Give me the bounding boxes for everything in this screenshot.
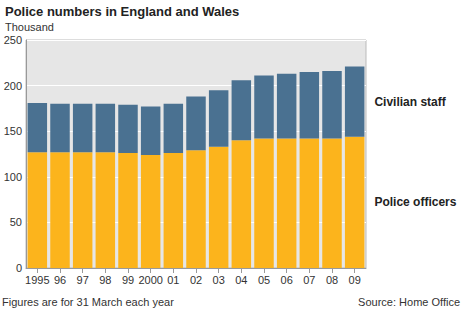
svg-text:05: 05 [258,274,270,286]
svg-text:96: 96 [54,274,66,286]
svg-text:01: 01 [167,274,179,286]
svg-text:Figures are for 31 March each: Figures are for 31 March each year [2,296,174,308]
svg-text:2000: 2000 [138,274,162,286]
svg-text:1995: 1995 [25,274,49,286]
svg-text:09: 09 [349,274,361,286]
svg-text:06: 06 [281,274,293,286]
svg-text:07: 07 [303,274,315,286]
svg-text:50: 50 [10,216,22,228]
svg-text:0: 0 [16,262,22,274]
svg-text:Civilian staff: Civilian staff [374,95,446,109]
svg-text:98: 98 [99,274,111,286]
svg-text:Thousand: Thousand [5,21,54,33]
svg-text:08: 08 [326,274,338,286]
svg-text:04: 04 [235,274,247,286]
svg-text:100: 100 [4,171,22,183]
svg-text:02: 02 [190,274,202,286]
svg-text:Police numbers in England and: Police numbers in England and Wales [5,4,239,19]
svg-text:Police officers: Police officers [374,195,456,209]
svg-text:150: 150 [4,125,22,137]
svg-text:Source: Home Office: Source: Home Office [358,296,460,308]
svg-text:03: 03 [213,274,225,286]
svg-text:250: 250 [4,34,22,46]
svg-text:200: 200 [4,80,22,92]
svg-text:99: 99 [122,274,134,286]
svg-text:97: 97 [77,274,89,286]
